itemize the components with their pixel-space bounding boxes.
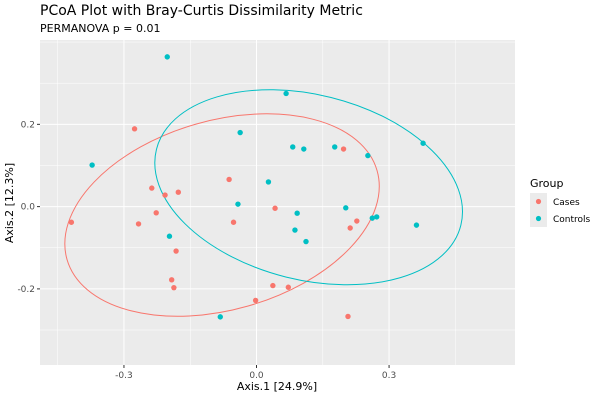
controls-point xyxy=(283,90,289,97)
grid-lines xyxy=(40,40,515,365)
y-axis-title: Axis.2 [12.3%] xyxy=(3,163,16,243)
controls-point xyxy=(217,314,223,320)
controls-point xyxy=(292,227,298,233)
cases-point xyxy=(270,282,276,289)
controls-point xyxy=(301,146,307,152)
controls-point xyxy=(166,233,173,239)
data-points xyxy=(68,54,426,320)
cases-point xyxy=(173,248,179,254)
chart-subtitle: PERMANOVA p = 0.01 xyxy=(40,22,160,35)
cases-point xyxy=(68,219,75,225)
y-axis-ticks: -0.2 0.0 0.2 xyxy=(17,120,40,295)
legend-label-cases: Cases xyxy=(553,198,580,208)
controls-point xyxy=(89,162,95,168)
controls-point xyxy=(365,152,371,159)
controls-point xyxy=(235,201,241,207)
cases-point xyxy=(345,313,351,320)
chart-title: PCoA Plot with Bray-Curtis Dissimilarity… xyxy=(40,3,363,19)
confidence-ellipses xyxy=(64,89,463,317)
controls-point xyxy=(265,179,272,185)
controls-point xyxy=(332,144,338,150)
cases-point xyxy=(135,221,142,227)
controls-point xyxy=(373,214,380,220)
controls-point xyxy=(420,140,426,146)
controls-ellipse xyxy=(154,89,463,286)
cases-point xyxy=(175,189,182,195)
y-tick-label: -0.2 xyxy=(17,285,35,295)
legend: Group Cases Controls xyxy=(530,177,591,227)
controls-point xyxy=(369,215,375,221)
cases-point xyxy=(168,277,175,283)
cases-point xyxy=(149,185,155,191)
plot-panel xyxy=(40,40,515,365)
x-tick-label: 0.3 xyxy=(382,371,396,381)
y-tick-label: 0.2 xyxy=(21,120,35,130)
cases-point xyxy=(252,297,259,304)
cases-point xyxy=(285,284,292,290)
controls-point xyxy=(294,210,300,216)
cases-point xyxy=(162,192,168,198)
cases-ellipse xyxy=(64,113,380,317)
cases-point xyxy=(230,219,237,225)
x-tick-label: -0.3 xyxy=(115,371,133,381)
controls-point xyxy=(290,144,296,150)
legend-title: Group xyxy=(530,177,564,190)
cases-point xyxy=(226,176,232,183)
controls-point xyxy=(343,205,349,211)
cases-point xyxy=(340,146,347,152)
cases-point xyxy=(354,218,360,224)
cases-point xyxy=(272,205,278,211)
controls-point xyxy=(303,238,309,245)
controls-point xyxy=(413,222,420,228)
x-axis-ticks: -0.3 0.0 0.3 xyxy=(115,365,396,381)
x-tick-label: 0.0 xyxy=(249,371,264,381)
legend-label-controls: Controls xyxy=(553,215,591,225)
controls-point xyxy=(164,54,170,60)
y-tick-label: 0.0 xyxy=(21,203,36,213)
x-axis-title: Axis.1 [24.9%] xyxy=(237,380,317,393)
legend-key-cases xyxy=(535,198,542,205)
legend-key-controls xyxy=(535,215,542,222)
cases-point xyxy=(347,225,353,231)
cases-point xyxy=(171,284,177,291)
cases-point xyxy=(153,210,159,216)
controls-point xyxy=(237,129,243,136)
cases-point xyxy=(131,126,138,132)
